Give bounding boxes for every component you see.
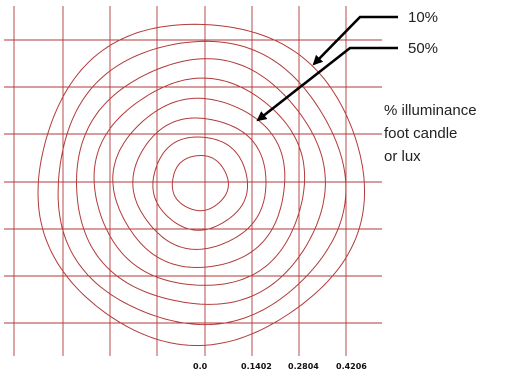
callout-10-leader bbox=[312, 15, 398, 66]
info-line-lux: or lux bbox=[384, 148, 421, 165]
x-tick-label: 0.4206 bbox=[336, 362, 367, 371]
info-line-foot-candle: foot candle bbox=[384, 125, 457, 142]
contour-ring bbox=[171, 155, 229, 212]
contour-ring bbox=[57, 40, 347, 326]
contour-ring bbox=[152, 136, 248, 231]
contour-ring bbox=[93, 77, 306, 286]
contour-ring bbox=[37, 23, 365, 346]
contour-rings bbox=[37, 23, 365, 346]
x-tick-label: 0.1402 bbox=[241, 362, 272, 371]
contour-ring bbox=[75, 58, 326, 305]
info-line-illuminance: % illuminance bbox=[384, 102, 477, 119]
x-tick-label: 0.0 bbox=[193, 362, 208, 371]
contour-ring bbox=[132, 117, 267, 250]
callout-50-leader bbox=[256, 46, 398, 122]
callout-50-percent: 50% bbox=[256, 40, 438, 122]
callout-10-percent: 10% bbox=[312, 9, 438, 66]
callout-50-label: 50% bbox=[408, 40, 438, 57]
contour-ring bbox=[112, 97, 286, 269]
x-tick-label: 0.2804 bbox=[288, 362, 319, 371]
callout-10-label: 10% bbox=[408, 9, 438, 26]
